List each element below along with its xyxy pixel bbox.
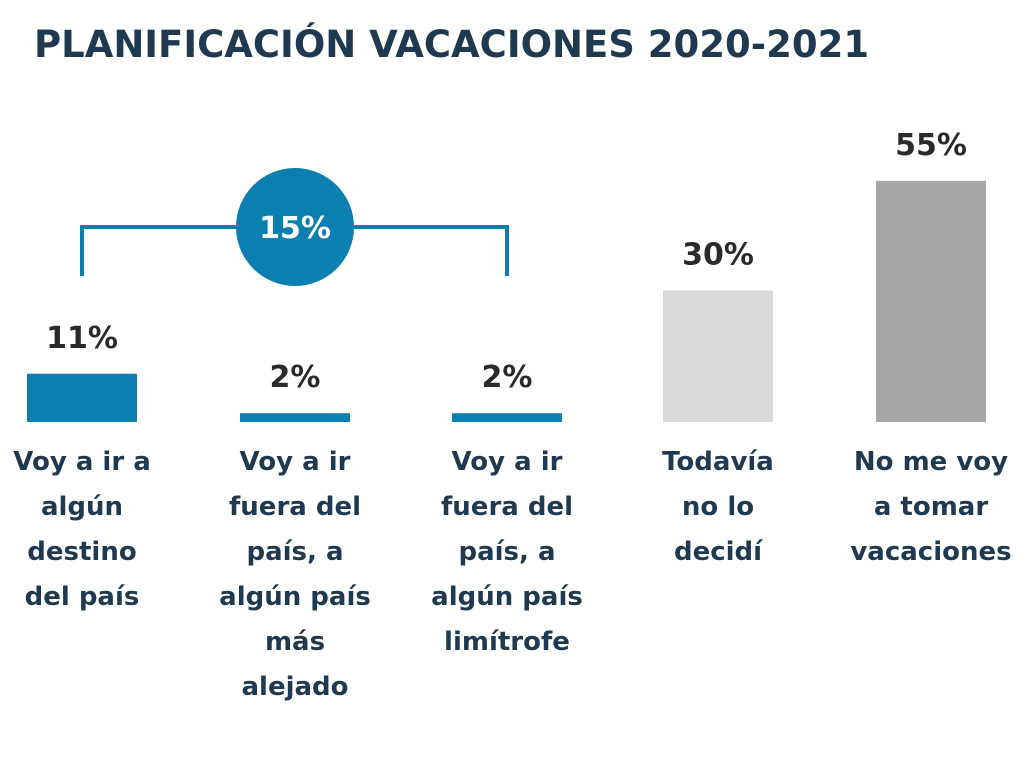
- group-circle: [236, 168, 354, 286]
- category-label-3: Voy a ir fuera del país, a algún país limítr…: [431, 447, 583, 657]
- value-label-3: 2%: [482, 360, 533, 395]
- category-label-line: a tomar: [874, 492, 989, 522]
- bar-5: [876, 180, 986, 422]
- group-value-label: 15%: [259, 211, 331, 246]
- category-label-line: no lo: [682, 492, 754, 522]
- category-label-2: Voy a ir fuera del país, a algún país más ale…: [219, 447, 371, 702]
- category-label-line: Voy a ir: [452, 447, 563, 477]
- bar-1: [27, 373, 137, 422]
- bars: [27, 180, 986, 422]
- category-label-line: país, a: [458, 537, 555, 567]
- group-bracket: 15%: [80, 168, 509, 286]
- bar-2: [240, 413, 350, 422]
- bar-4: [663, 290, 773, 422]
- value-labels: 11% 2% 2% 30% 55%: [46, 128, 967, 395]
- bar-3: [452, 413, 562, 422]
- category-label-line: vacaciones: [850, 537, 1011, 567]
- category-label-line: No me voy: [854, 447, 1008, 477]
- chart-title: PLANIFICACIÓN VACACIONES 2020-2021: [34, 22, 869, 66]
- category-label-line: algún país: [431, 582, 583, 612]
- category-label-line: fuera del: [229, 492, 361, 522]
- category-label-line: algún país: [219, 582, 371, 612]
- category-label-line: algún: [41, 492, 123, 522]
- category-label-5: No me voy a tomar vacaciones: [850, 447, 1011, 567]
- category-label-line: decidí: [674, 537, 764, 567]
- value-label-4: 30%: [682, 237, 754, 272]
- category-labels: Voy a ir a algún destino del país Voy a ir fu…: [13, 447, 1011, 702]
- category-label-line: del país: [25, 582, 140, 612]
- category-label-line: fuera del: [441, 492, 573, 522]
- category-label-line: más: [265, 627, 325, 657]
- value-label-5: 55%: [895, 128, 967, 163]
- category-label-line: Voy a ir a: [13, 447, 151, 477]
- category-label-line: destino: [27, 537, 136, 567]
- category-label-line: alejado: [241, 672, 348, 702]
- category-label-1: Voy a ir a algún destino del país: [13, 447, 151, 612]
- category-label-4: Todavía no lo decidí: [662, 447, 774, 567]
- category-label-line: limítrofe: [444, 627, 570, 657]
- value-label-1: 11%: [46, 321, 118, 356]
- category-label-line: Voy a ir: [240, 447, 351, 477]
- category-label-line: Todavía: [662, 447, 774, 477]
- category-label-line: país, a: [246, 537, 343, 567]
- value-label-2: 2%: [270, 360, 321, 395]
